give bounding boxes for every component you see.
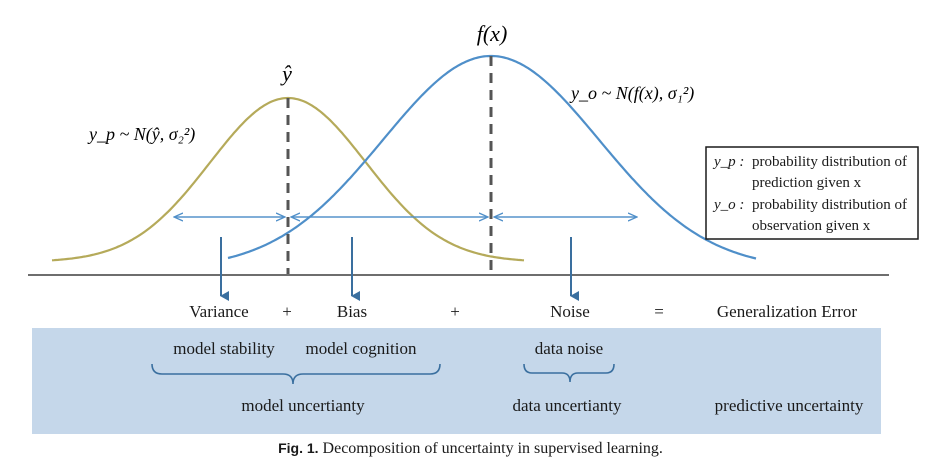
figure-caption: Fig. 1. Decomposition of uncertainty in … [0,440,941,458]
legend-yo-symbol: y_o : [712,197,744,213]
legend-yp-symbol: y_p : [712,154,744,170]
variance-label: Variance [189,302,248,321]
model-uncertainty-label: model uncertianty [241,396,365,415]
model-cognition-label: model cognition [306,339,417,358]
data-uncertainty-label: data uncertianty [512,396,622,415]
plus-sign-1: + [282,302,292,321]
legend-yo-line1: probability distribution of [752,197,907,213]
bias-label: Bias [337,302,367,321]
model-uncertainty-brace [151,363,441,385]
uncertainty-band [32,328,881,434]
legend-box [705,146,919,240]
equals-sign: = [654,302,664,321]
legend-yo-line2: observation given x [752,218,871,234]
yp-distribution-label: y_p ~ N(ŷ, σ₂²) [87,124,195,145]
generalization-error-label: Generalization Error [717,302,858,321]
data-uncertainty-brace [523,363,615,383]
plus-sign-2: + [450,302,460,321]
model-stability-label: model stability [173,339,275,358]
noise-label: Noise [550,302,590,321]
predictive-uncertainty-label: predictive uncertainty [715,396,864,415]
legend-yp-line1: probability distribution of [752,154,907,170]
caption-label: Fig. 1. [278,440,319,456]
yhat-label: ŷ [280,61,292,86]
legend-yp-line2: prediction given x [752,175,862,191]
data-noise-label: data noise [535,339,603,358]
fx-label: f(x) [477,21,508,46]
yo-distribution-label: y_o ~ N(f(x), σ₁²) [569,83,694,104]
caption-text: Decomposition of uncertainty in supervis… [322,440,663,457]
